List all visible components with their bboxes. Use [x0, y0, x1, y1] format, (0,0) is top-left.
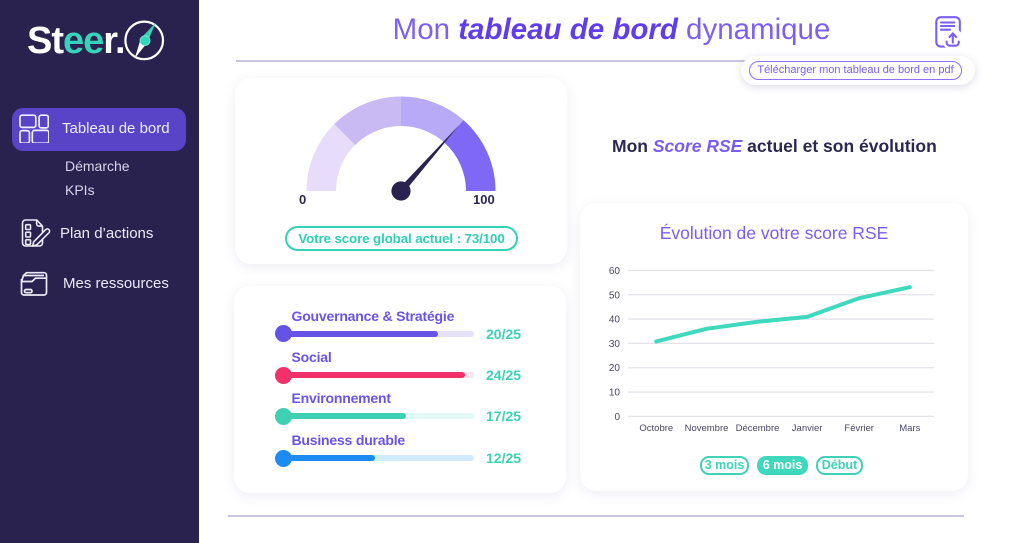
svg-text:30: 30: [609, 339, 621, 350]
svg-text:20: 20: [609, 363, 621, 374]
svg-text:Octobre: Octobre: [639, 423, 673, 434]
svg-text:Février: Février: [844, 423, 874, 434]
svg-text:50: 50: [609, 290, 621, 301]
svg-text:10: 10: [609, 388, 621, 399]
svg-text:0: 0: [614, 412, 620, 423]
svg-text:40: 40: [609, 315, 621, 326]
svg-text:Décembre: Décembre: [736, 423, 780, 434]
svg-text:Novembre: Novembre: [685, 423, 729, 434]
svg-text:Mars: Mars: [899, 423, 920, 434]
svg-text:60: 60: [609, 266, 621, 277]
svg-text:Janvier: Janvier: [792, 423, 823, 434]
